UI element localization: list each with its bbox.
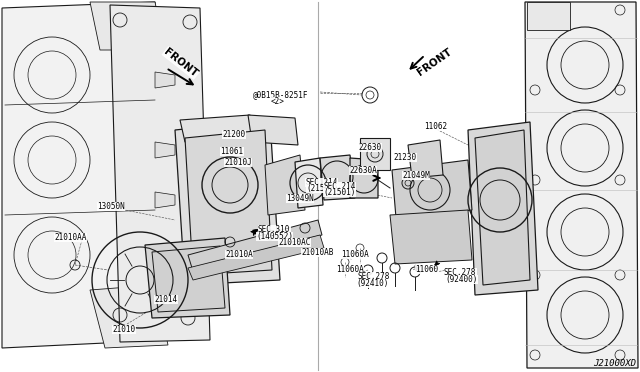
Polygon shape [152, 246, 225, 312]
Text: J21000XD: J21000XD [593, 359, 636, 368]
Polygon shape [475, 130, 530, 285]
Polygon shape [320, 155, 355, 200]
Polygon shape [2, 2, 167, 348]
Polygon shape [110, 5, 210, 342]
Polygon shape [90, 2, 165, 50]
Text: 21010AC: 21010AC [278, 238, 310, 247]
Polygon shape [527, 2, 570, 30]
Polygon shape [188, 220, 322, 268]
Polygon shape [175, 120, 280, 285]
Text: 21010J: 21010J [224, 158, 252, 167]
Text: 11060A: 11060A [341, 250, 369, 259]
Text: 21010: 21010 [113, 325, 136, 334]
Text: 11062: 11062 [424, 122, 447, 131]
Polygon shape [525, 2, 638, 368]
Text: (21501): (21501) [323, 188, 355, 197]
Text: 13049N: 13049N [286, 194, 314, 203]
Polygon shape [248, 115, 298, 145]
Polygon shape [265, 155, 305, 215]
Text: SEC.214: SEC.214 [323, 182, 355, 191]
Polygon shape [350, 158, 378, 198]
Text: 11060: 11060 [415, 265, 438, 274]
Bar [360, 138, 390, 170]
Polygon shape [155, 192, 175, 208]
Text: 13050N: 13050N [97, 202, 125, 211]
Polygon shape [468, 122, 538, 295]
Polygon shape [392, 160, 472, 218]
Text: 21049M: 21049M [402, 171, 429, 180]
Polygon shape [155, 262, 175, 278]
Text: (92400): (92400) [445, 275, 477, 284]
Text: SEC.278: SEC.278 [444, 268, 476, 277]
Text: 21010AB: 21010AB [301, 248, 333, 257]
Polygon shape [145, 238, 230, 318]
Text: (92410): (92410) [356, 279, 388, 288]
Polygon shape [295, 158, 323, 208]
Text: 11060A: 11060A [336, 265, 364, 274]
Polygon shape [188, 235, 324, 280]
Text: 21010AA: 21010AA [54, 233, 86, 242]
Polygon shape [155, 72, 175, 88]
Polygon shape [90, 285, 168, 348]
Text: FRONT: FRONT [416, 46, 454, 77]
Text: 21014: 21014 [154, 295, 177, 304]
Polygon shape [180, 115, 255, 142]
Text: 21010A: 21010A [225, 250, 253, 259]
Text: FRONT: FRONT [162, 47, 200, 79]
Polygon shape [185, 130, 272, 275]
Text: SEC.310: SEC.310 [258, 225, 291, 234]
Text: 22630: 22630 [358, 143, 381, 152]
Text: <2>: <2> [271, 97, 285, 106]
Polygon shape [408, 140, 443, 178]
Text: SEC.278: SEC.278 [357, 272, 389, 281]
Text: SEC.214: SEC.214 [305, 178, 337, 187]
Polygon shape [390, 210, 472, 264]
Text: 11061: 11061 [220, 147, 243, 156]
Text: 21200: 21200 [222, 130, 245, 139]
Text: (21503): (21503) [306, 184, 339, 193]
Text: @0B15B-8251F: @0B15B-8251F [253, 90, 308, 99]
Polygon shape [155, 142, 175, 158]
Text: 22630A: 22630A [349, 166, 377, 175]
Text: (140552): (140552) [256, 232, 293, 241]
Text: 21230: 21230 [393, 153, 416, 162]
